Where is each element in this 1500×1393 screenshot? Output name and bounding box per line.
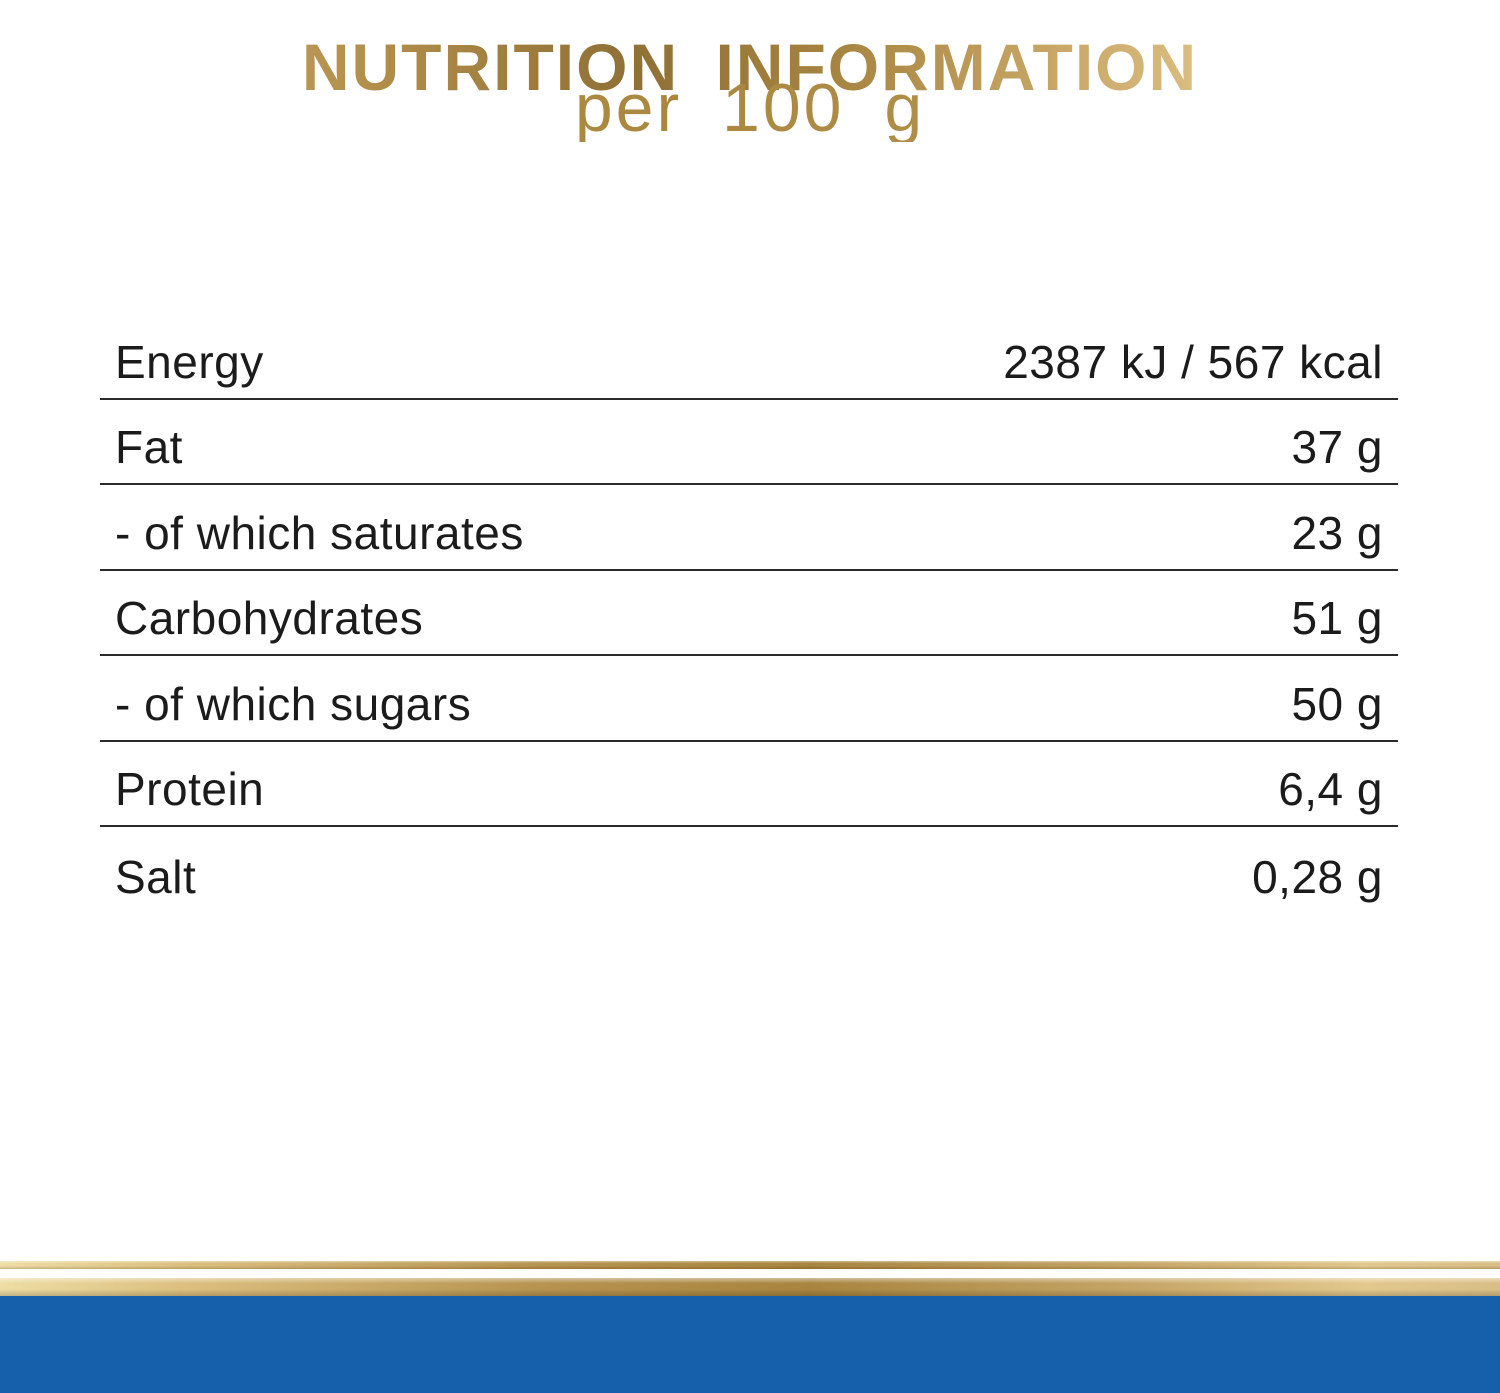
- blue-footer-band: [0, 1296, 1500, 1393]
- nutrient-value: 2387 kJ / 567 kcal: [1003, 335, 1383, 388]
- nutrient-label: Fat: [115, 421, 183, 474]
- table-row: Salt 0,28 g: [100, 827, 1398, 913]
- nutrient-label: Energy: [115, 335, 264, 388]
- table-row: Protein 6,4 g: [100, 742, 1398, 827]
- page-subtitle: per 100 g: [0, 74, 1500, 142]
- table-row: Carbohydrates 51 g: [100, 571, 1398, 656]
- nutrient-label: Protein: [115, 763, 265, 816]
- table-row: Fat 37 g: [100, 400, 1398, 485]
- gold-stripe-thick: [0, 1278, 1500, 1296]
- table-row: - of which sugars 50 g: [100, 656, 1398, 742]
- nutrition-table: Energy 2387 kJ / 567 kcal Fat 37 g - of …: [100, 314, 1398, 913]
- nutrient-label: - of which saturates: [115, 506, 524, 559]
- nutrient-value: 50 g: [1291, 677, 1383, 730]
- nutrient-label: Carbohydrates: [115, 592, 424, 645]
- nutrient-value: 51 g: [1291, 592, 1383, 645]
- nutrient-value: 23 g: [1291, 506, 1383, 559]
- nutrient-label: Salt: [115, 850, 197, 903]
- page-title: NUTRITION INFORMATION: [0, 34, 1500, 100]
- gold-stripe-thin: [0, 1261, 1500, 1269]
- nutrient-value: 6,4 g: [1278, 763, 1383, 816]
- table-row: - of which saturates 23 g: [100, 485, 1398, 571]
- nutrient-value: 37 g: [1291, 421, 1383, 474]
- table-row: Energy 2387 kJ / 567 kcal: [100, 314, 1398, 400]
- nutrient-value: 0,28 g: [1252, 850, 1383, 903]
- nutrient-label: - of which sugars: [115, 677, 472, 730]
